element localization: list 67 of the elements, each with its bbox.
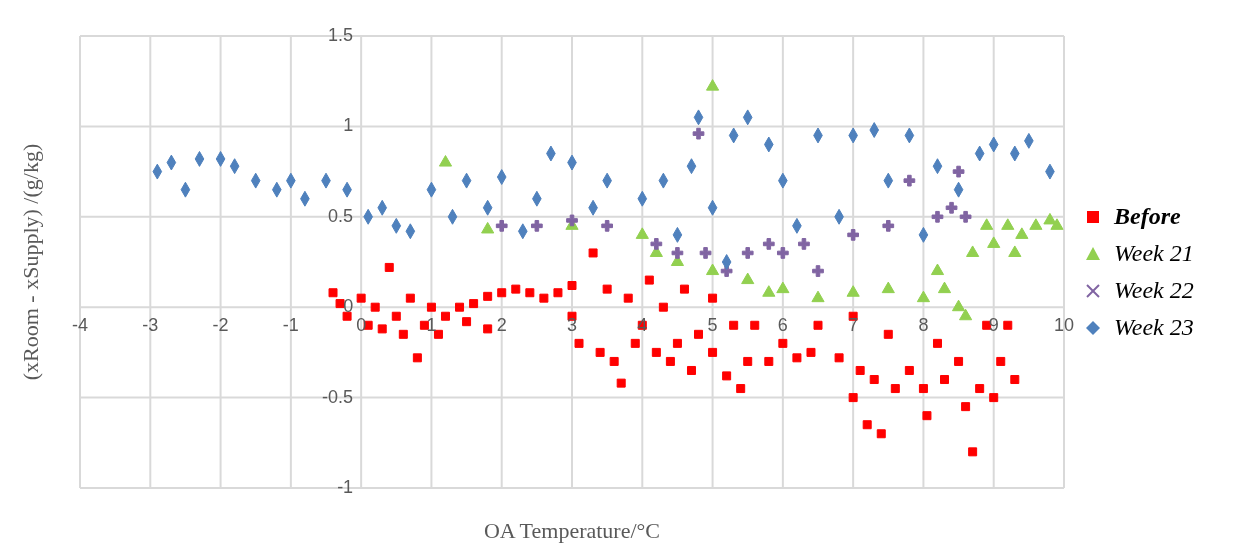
point [741,272,755,285]
x-tick-label: -4 [71,315,89,336]
point [945,201,958,214]
legend-label: Before [1114,203,1181,230]
point [566,214,578,227]
y-axis-title: (xRoom - xSupply) /(g/kg) [17,143,43,381]
point [1043,212,1057,225]
x-tick-label: -1 [282,315,299,336]
y-tick-label: -0.5 [322,386,354,407]
point [1001,218,1015,230]
point [762,285,776,297]
point [762,238,775,250]
x-tick-label: 8 [918,315,929,336]
point [952,165,965,178]
point [811,290,825,303]
point [650,238,663,250]
point [776,247,789,259]
point [741,247,754,259]
point [930,263,945,276]
point [903,174,916,187]
point [966,245,980,257]
point [959,308,973,321]
point [601,219,614,232]
point [1029,218,1043,230]
point [481,221,495,234]
x-tick-label: 5 [707,315,718,336]
point [951,299,966,312]
x-tick-label: 7 [848,315,859,336]
point [1050,218,1064,230]
point [438,155,453,167]
point [699,247,712,259]
x-tick-label: 3 [566,315,578,336]
point [635,227,649,239]
x-tick-label: 6 [777,315,788,336]
point [987,236,1001,248]
y-tick-label: 0.5 [328,205,354,226]
point [776,281,790,294]
point [916,290,931,303]
point [980,218,994,230]
point [846,285,860,297]
point [882,219,895,232]
point [1015,227,1029,239]
point [705,263,720,276]
legend-label: Week 23 [1114,314,1194,341]
point [847,229,860,241]
point [798,238,810,250]
point [812,265,824,277]
x-tick-label: 2 [496,315,507,336]
y-tick-label: 1.5 [328,25,354,45]
y-tick-label: -1 [337,477,354,497]
point [692,127,705,140]
point [1008,245,1022,257]
y-tick-label: 0 [343,296,354,317]
x-tick-label: 10 [1053,315,1075,336]
point [881,281,895,294]
legend-label: Week 21 [1114,240,1194,267]
legend-label: Week 22 [1114,277,1194,304]
point [671,247,684,259]
point [530,219,543,232]
x-tick-label: -2 [212,315,229,336]
x-axis-title: OA Temperature/°C [483,518,661,543]
x-tick-label: -3 [142,315,159,336]
point [959,210,972,223]
point [931,210,944,223]
point [495,219,508,232]
point [937,281,952,294]
y-tick-label: 1 [343,115,354,136]
